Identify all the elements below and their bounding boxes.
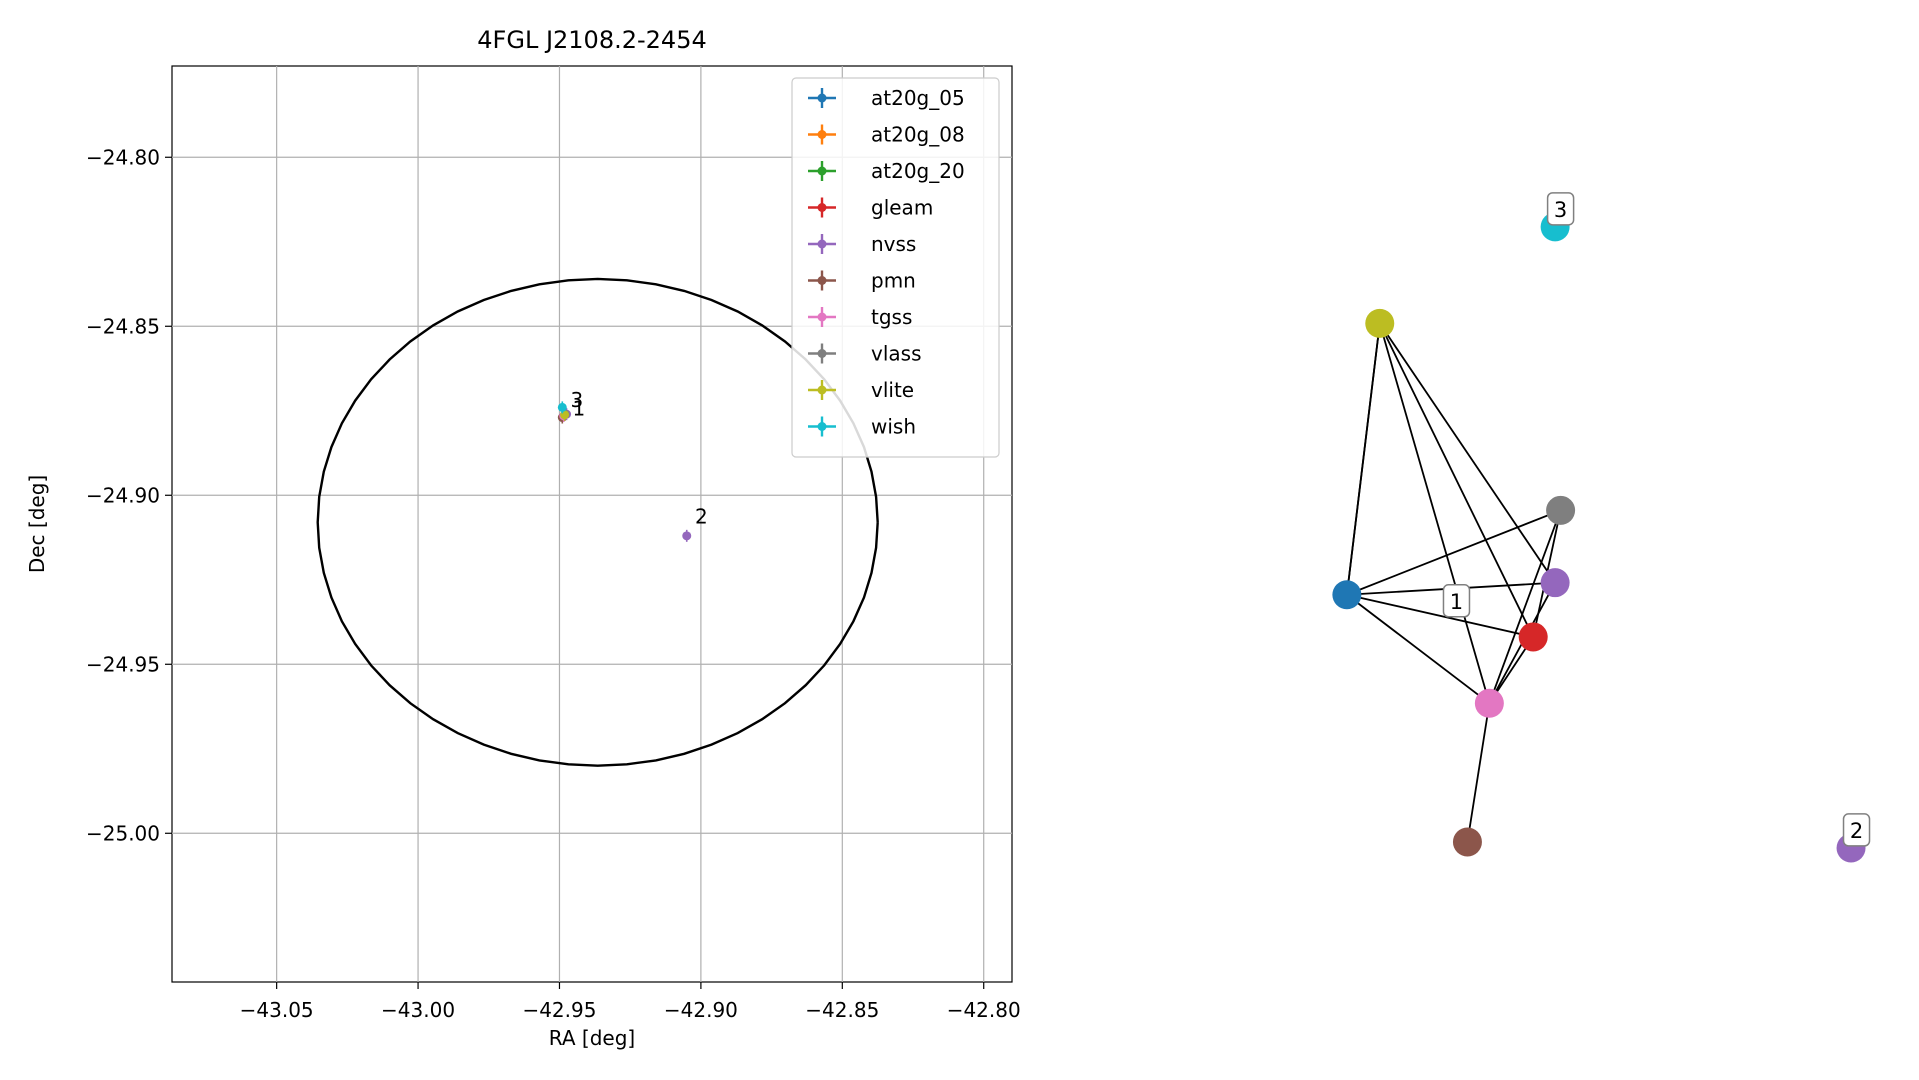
point-annotation: 1 xyxy=(573,397,586,421)
legend-entry-at20g_05: at20g_05 xyxy=(808,86,965,110)
legend-label: at20g_08 xyxy=(871,123,965,147)
source-annotations: 31 2 xyxy=(571,388,708,529)
legend-entry-wish: wish xyxy=(808,415,916,439)
legend-entry-vlite: vlite xyxy=(808,378,914,402)
plot-area xyxy=(171,65,1013,983)
legend-entry-pmn: pmn xyxy=(808,269,916,293)
graph-node xyxy=(1546,495,1576,525)
graph-node xyxy=(1474,688,1504,718)
svg-text:3: 3 xyxy=(1554,198,1567,222)
legend-label: vlass xyxy=(871,342,922,366)
scatter-plot: −43.05 −43.00 −42.95 −42.90 −42.85 −42.80 −24… xyxy=(25,26,1021,1050)
svg-text:1: 1 xyxy=(1450,590,1463,614)
legend-label: at20g_20 xyxy=(871,159,965,183)
graph-edge xyxy=(1379,322,1556,584)
legend-entry-at20g_08: at20g_08 xyxy=(808,123,965,147)
x-tick-label: −42.80 xyxy=(947,998,1021,1022)
graph-edge xyxy=(1378,323,1491,704)
x-tick-label: −43.05 xyxy=(240,998,314,1022)
graph-edge xyxy=(1378,322,1535,638)
x-tick-label: −42.85 xyxy=(805,998,879,1022)
x-axis-ticks: −43.05 −43.00 −42.95 −42.90 −42.85 −42.80 xyxy=(240,982,1021,1022)
data-point-nvss xyxy=(682,531,692,541)
legend-label: gleam xyxy=(871,196,933,220)
graph-node xyxy=(1452,827,1482,857)
graph-edge xyxy=(1488,510,1562,704)
legend-box xyxy=(791,77,1000,458)
chart-title: 4FGL J2108.2-2454 xyxy=(477,26,706,54)
svg-text:2: 2 xyxy=(1850,819,1863,843)
y-tick-label: −25.00 xyxy=(86,821,160,845)
graph-edges xyxy=(1345,322,1562,843)
y-tick-label: −24.95 xyxy=(86,652,160,676)
point-annotation: 3 xyxy=(571,388,584,412)
legend-label: wish xyxy=(871,415,916,439)
y-axis-ticks: −24.80 −24.85 −24.90 −24.95 −25.00 xyxy=(86,145,172,845)
graph-edge xyxy=(1466,703,1491,843)
x-tick-label: −42.90 xyxy=(664,998,738,1022)
network-graph: 1 3 2 xyxy=(1332,192,1871,863)
legend-label: tgss xyxy=(871,305,912,329)
graph-edge xyxy=(1346,593,1534,638)
graph-label: 1 xyxy=(1442,584,1471,618)
x-tick-label: −43.00 xyxy=(381,998,455,1022)
graph-label: 3 xyxy=(1546,192,1575,226)
graph-edge xyxy=(1345,323,1381,595)
y-tick-label: −24.85 xyxy=(86,314,160,338)
graph-label: 2 xyxy=(1842,813,1871,847)
y-axis-label: Dec [deg] xyxy=(25,475,49,573)
graph-edge xyxy=(1346,594,1490,704)
localization-ellipse xyxy=(316,277,879,767)
x-axis-label: RA [deg] xyxy=(549,1026,635,1050)
data-point-wish xyxy=(557,402,567,412)
data-points xyxy=(557,401,692,542)
legend-entry-nvss: nvss xyxy=(808,232,916,256)
legend-entry-tgss: tgss xyxy=(808,305,912,329)
legend-entry-vlass: vlass xyxy=(808,342,922,366)
y-tick-label: −24.80 xyxy=(86,145,160,169)
legend-label: at20g_05 xyxy=(871,86,965,110)
graph-node xyxy=(1518,622,1548,652)
legend-label: vlite xyxy=(871,378,914,402)
graph-node xyxy=(1365,308,1395,338)
y-tick-label: −24.90 xyxy=(86,483,160,507)
graph-node xyxy=(1332,580,1362,610)
legend-entry-gleam: gleam xyxy=(808,196,933,220)
x-tick-label: −42.95 xyxy=(522,998,596,1022)
graph-nodes xyxy=(1332,212,1866,863)
graph-node xyxy=(1540,568,1570,598)
legend-entry-at20g_20: at20g_20 xyxy=(808,159,965,183)
legend-label: nvss xyxy=(871,232,916,256)
graph-labels: 1 3 2 xyxy=(1442,192,1871,847)
graph-edge xyxy=(1346,509,1561,596)
point-annotation: 2 xyxy=(695,505,708,529)
legend-label: pmn xyxy=(871,269,916,293)
